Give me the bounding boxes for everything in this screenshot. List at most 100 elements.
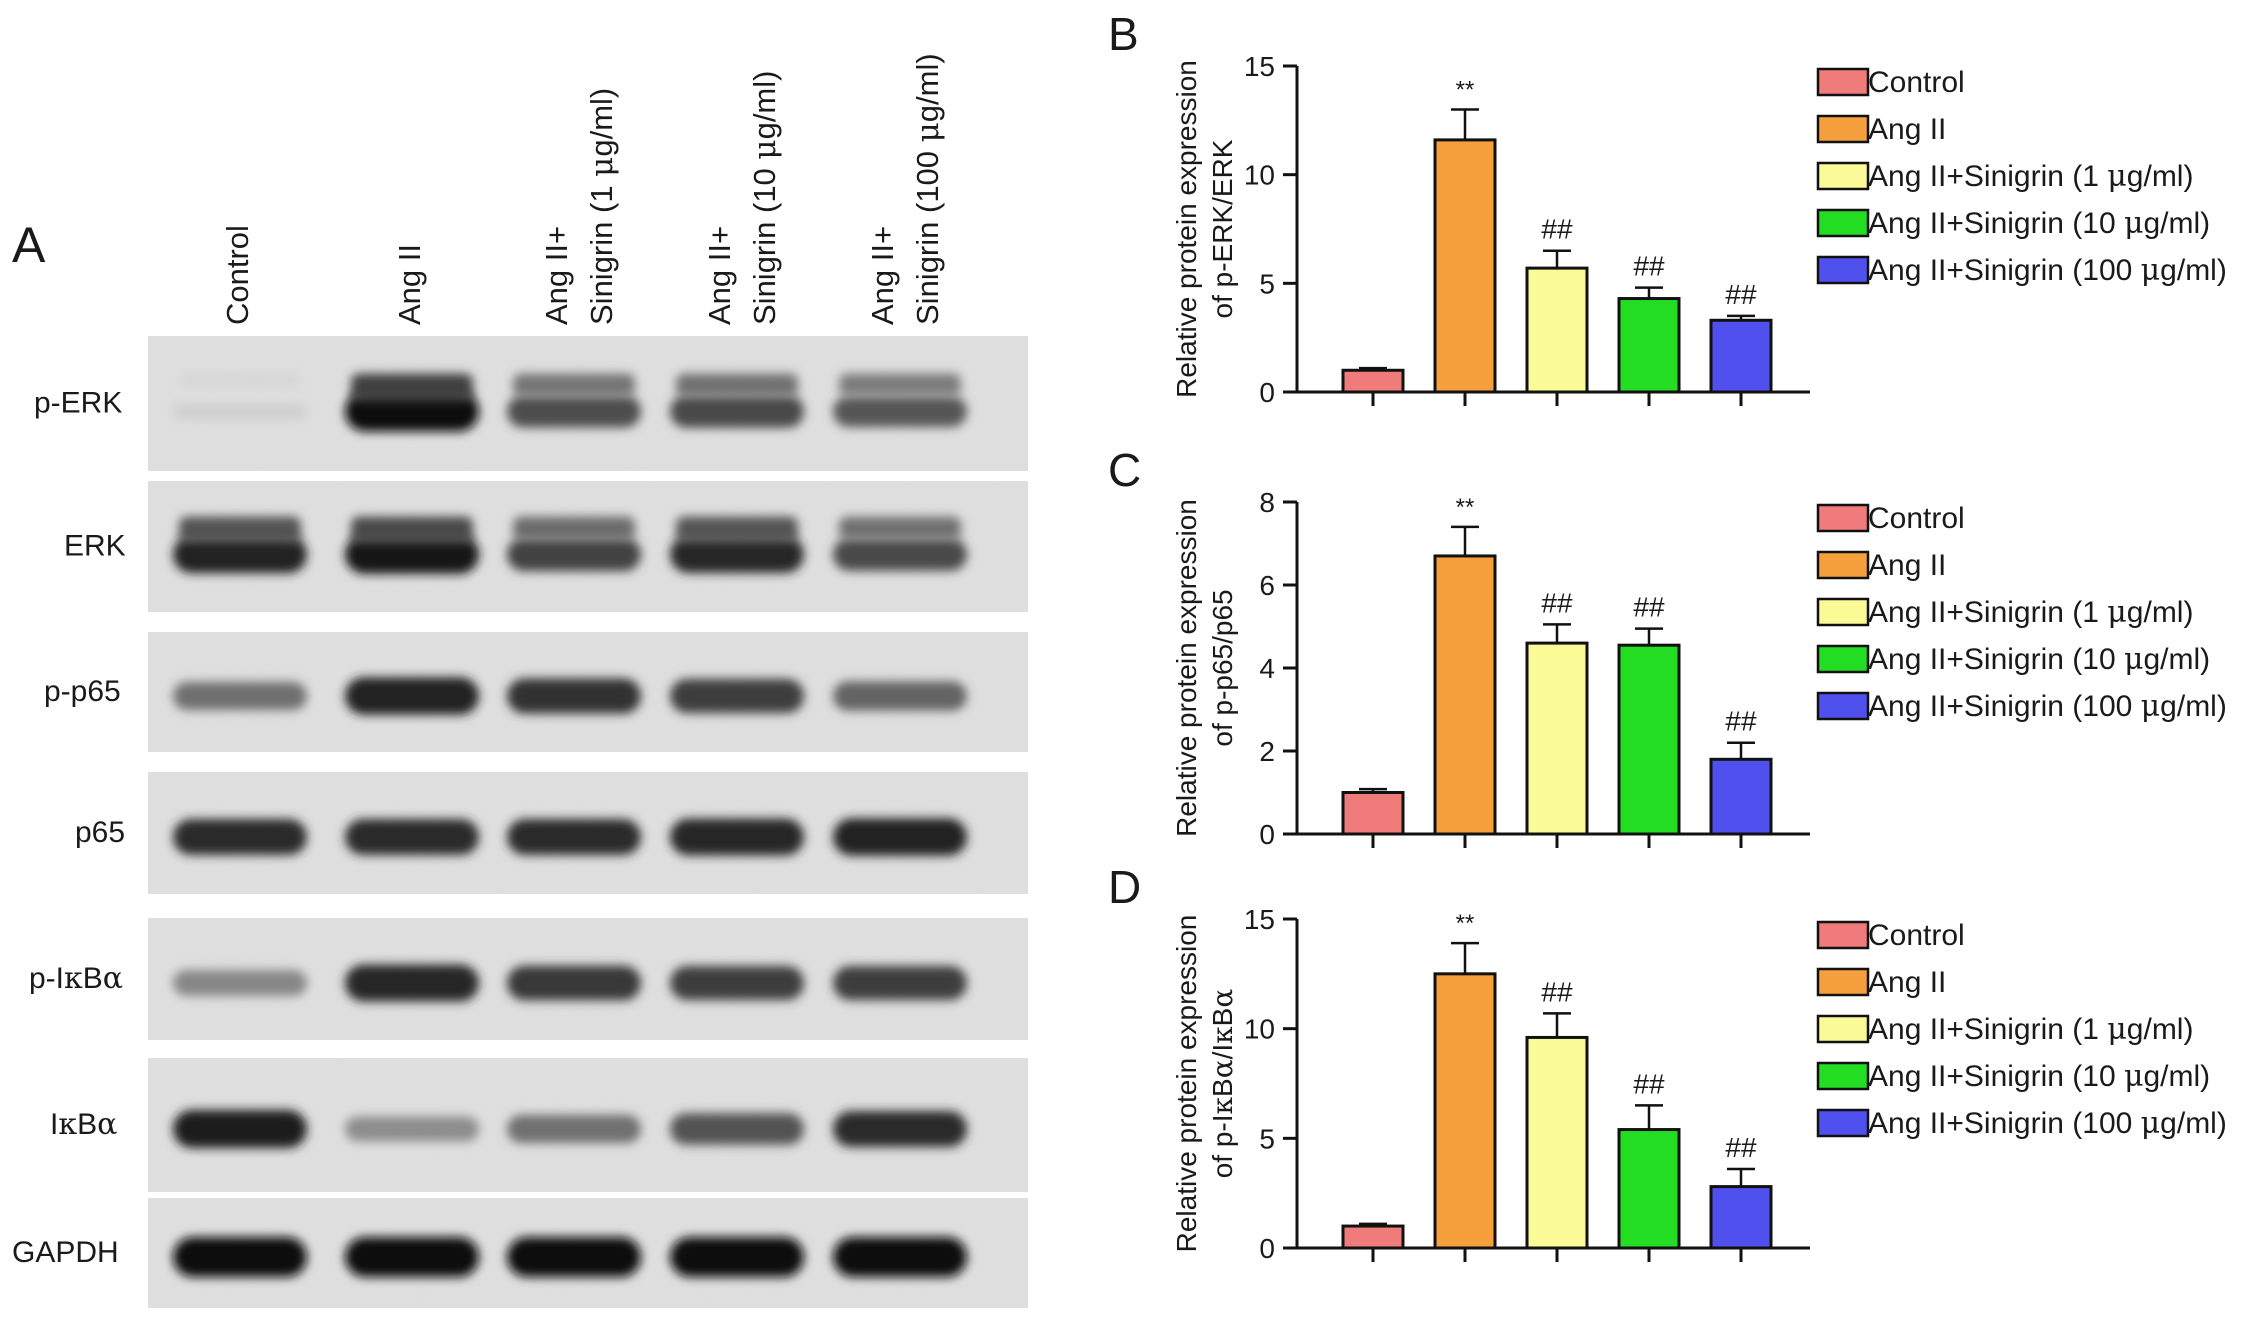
legend-label: Ang II xyxy=(1868,966,1946,999)
blot-row: p-p65 xyxy=(44,632,1028,752)
blot-band xyxy=(507,1114,641,1144)
legend-swatch xyxy=(1816,967,1870,997)
blot-band xyxy=(173,818,307,856)
significance-label: ## xyxy=(1725,279,1757,310)
blot-band xyxy=(507,1237,641,1277)
bar xyxy=(1617,297,1681,394)
bar xyxy=(1709,1185,1773,1250)
legend: Control Ang II Ang II+Sinigrin (1 μg/ml) An… xyxy=(1816,502,2227,724)
blot-band xyxy=(173,535,307,574)
legend-label: Ang II+Sinigrin (100 μg/ml) xyxy=(1868,689,2227,724)
y-tick-label: 0 xyxy=(1259,819,1275,850)
legend-label: Ang II+Sinigrin (10 μg/ml) xyxy=(1868,1059,2210,1094)
blot-band xyxy=(507,678,641,714)
bar-chart: B 0 5 10 15 Relative protein expression of p-E… xyxy=(1108,8,2227,408)
blot-band xyxy=(833,1237,967,1277)
y-axis-label: of p-IκBα/IκBα xyxy=(1206,989,1239,1179)
blot-band xyxy=(833,1110,967,1148)
legend-label: Ang II+Sinigrin (1 μg/ml) xyxy=(1868,595,2193,630)
panel-label: D xyxy=(1108,861,1141,913)
blot-band-upper xyxy=(839,516,961,541)
y-tick-label: 4 xyxy=(1259,653,1275,684)
legend-swatch xyxy=(1816,255,1870,285)
blot-row: ERK xyxy=(64,481,1028,612)
bar xyxy=(1433,554,1497,836)
blot-row: GAPDH xyxy=(12,1198,1028,1308)
blot-label: p-IκBα xyxy=(29,961,123,996)
blot-band xyxy=(173,402,307,421)
y-axis-label: of p-p65/p65 xyxy=(1207,589,1238,746)
significance-label: ## xyxy=(1541,587,1573,618)
bar xyxy=(1617,1128,1681,1250)
y-tick-label: 8 xyxy=(1259,487,1275,518)
blot-band-upper xyxy=(351,516,473,544)
legend-label: Control xyxy=(1868,919,1965,952)
blot-label: IκBα xyxy=(50,1107,117,1142)
bar xyxy=(1525,641,1589,836)
y-tick-label: 10 xyxy=(1244,1014,1275,1045)
bar-chart: D 0 5 10 15 Relative protein expression of p-I… xyxy=(1108,861,2227,1264)
legend: Control Ang II Ang II+Sinigrin (1 μg/ml) An… xyxy=(1816,66,2227,288)
bar xyxy=(1341,791,1405,836)
y-axis-label: Relative protein expression xyxy=(1171,499,1202,837)
legend-swatch xyxy=(1816,208,1870,238)
legend-swatch xyxy=(1816,920,1870,950)
blot-band xyxy=(173,970,307,996)
lane-label: Control xyxy=(220,225,255,325)
significance-label: ## xyxy=(1725,706,1757,737)
blot-band xyxy=(345,1237,479,1277)
legend-label: Ang II xyxy=(1868,113,1946,146)
blot-band xyxy=(833,395,967,428)
legend-swatch xyxy=(1816,161,1870,191)
blot-band xyxy=(670,818,804,856)
significance-label: ## xyxy=(1541,214,1573,245)
significance-label: ** xyxy=(1456,76,1475,103)
bar xyxy=(1525,1035,1589,1250)
legend-label: Ang II+Sinigrin (100 μg/ml) xyxy=(1868,1106,2227,1141)
blot-band xyxy=(833,538,967,571)
blot-label: GAPDH xyxy=(12,1236,119,1269)
bar xyxy=(1341,1224,1405,1250)
blot-band-upper xyxy=(513,373,635,397)
bar xyxy=(1709,318,1773,394)
y-axis-label: Relative protein expression xyxy=(1171,915,1202,1253)
blot-band-upper xyxy=(179,516,301,543)
legend: Control Ang II Ang II+Sinigrin (1 μg/ml) An… xyxy=(1816,919,2227,1141)
blot-row: p65 xyxy=(75,772,1028,894)
y-tick-label: 0 xyxy=(1259,1233,1275,1264)
blot-band-upper xyxy=(513,516,635,541)
blot-band xyxy=(670,1237,804,1277)
bar xyxy=(1709,757,1773,836)
blot-band xyxy=(507,395,641,428)
legend-swatch xyxy=(1816,503,1870,533)
legend-swatch xyxy=(1816,597,1870,627)
blot-band xyxy=(345,1116,479,1142)
legend-swatch xyxy=(1816,1108,1870,1138)
blot-band xyxy=(670,678,804,714)
lane-label: Ang II xyxy=(392,244,427,325)
legend-swatch xyxy=(1816,114,1870,144)
western-blot-panel: A Control Ang II Ang II+ Sinigrin (1 μg/ml)… xyxy=(12,53,1028,1308)
y-axis-label: of p-ERK/ERK xyxy=(1207,139,1238,318)
blot-band xyxy=(833,681,967,711)
blot-band-upper xyxy=(839,373,961,397)
y-tick-label: 15 xyxy=(1244,904,1275,935)
blot-label: ERK xyxy=(64,530,126,563)
blot-band-upper xyxy=(676,516,798,543)
significance-label: ** xyxy=(1456,910,1475,937)
y-tick-label: 6 xyxy=(1259,570,1275,601)
blot-band xyxy=(507,537,641,572)
lane-label: Sinigrin (100 μg/ml) xyxy=(910,53,946,325)
blot-band-upper xyxy=(351,373,473,402)
legend-label: Ang II+Sinigrin (10 μg/ml) xyxy=(1868,206,2210,241)
legend-swatch xyxy=(1816,1061,1870,1091)
significance-label: ## xyxy=(1633,1068,1665,1099)
significance-label: ** xyxy=(1456,494,1475,521)
blot-band xyxy=(833,965,967,1001)
blot-band xyxy=(173,1237,307,1277)
lane-label: Ang II+ xyxy=(539,226,574,325)
bar-chart: C 0 2 4 6 8 Relative protein expression of p-p6… xyxy=(1108,444,2227,850)
blot-band xyxy=(345,677,479,715)
blot-row: p-IκBα xyxy=(29,918,1028,1040)
blot-row: IκBα xyxy=(50,1058,1028,1192)
